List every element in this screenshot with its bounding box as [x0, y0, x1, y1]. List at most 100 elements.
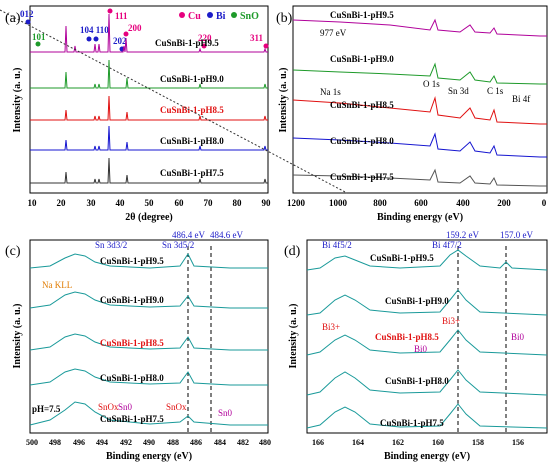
- tick-c-490: 490: [143, 438, 155, 447]
- bi-202-label: 202: [113, 36, 127, 46]
- x-ticks-d: 166 164 162 160 158 156: [312, 438, 524, 447]
- tick-a-40: 40: [116, 198, 126, 208]
- series-d-ph75: CuSnBi-1-pH7.5: [380, 418, 444, 428]
- trace-c-ph95: [29, 253, 268, 269]
- anno-c-sn0-2: Sn0: [218, 408, 233, 418]
- cu-311-marker: [263, 43, 269, 49]
- tick-d-164: 164: [352, 438, 364, 447]
- series-b-ph90: CuSnBi-1-pH9.0: [330, 54, 394, 64]
- tick-c-492: 492: [120, 438, 132, 447]
- panel-d-label: (d): [284, 244, 301, 259]
- trace-d-ph75: [306, 403, 548, 429]
- tick-a-70: 70: [204, 198, 214, 208]
- tick-d-162: 162: [392, 438, 404, 447]
- tick-d-156: 156: [512, 438, 524, 447]
- bi-012-label: 012: [20, 9, 34, 19]
- legend-cu-label: Cu: [188, 11, 201, 22]
- x-label-b: Binding energy (eV): [377, 212, 463, 223]
- tick-c-494: 494: [96, 438, 108, 447]
- tick-b-200: 200: [497, 198, 511, 208]
- anno-c-ph75: pH=7.5: [32, 404, 61, 414]
- legend-bi-label: Bi: [216, 11, 226, 22]
- series-b-ph95: CuSnBi-1-pH9.5: [330, 10, 394, 20]
- anno-b-c1s: C 1s: [487, 86, 504, 96]
- legend-sno-marker: [231, 12, 237, 18]
- guide-b-977: [0, 9, 348, 194]
- cu-200-label: 200: [128, 23, 142, 33]
- trace-c-ph90: [29, 291, 268, 309]
- cu-111-label: 111: [115, 11, 128, 21]
- y-label-d: Intensity (a. u.): [288, 303, 299, 368]
- anno-d-bi4f72: Bi 4f7/2: [432, 240, 462, 250]
- anno-c-sn3d52: Sn 3d5/2: [162, 240, 194, 250]
- anno-d-bi0-1: Bi0: [414, 344, 428, 354]
- anno-d-bi0-2: Bi0: [511, 332, 525, 342]
- tick-a-20: 20: [57, 198, 67, 208]
- tick-b-1000: 1000: [329, 198, 348, 208]
- trace-d-ph90: [306, 289, 548, 316]
- cu-200-marker: [123, 31, 129, 37]
- cu-220-marker: [201, 43, 207, 49]
- x-label-d: Binding energy (eV): [384, 451, 470, 462]
- trace-a-ph85: [30, 95, 268, 121]
- tick-b-1200: 1200: [287, 198, 306, 208]
- tick-a-50: 50: [145, 198, 155, 208]
- anno-b-na1s: Na 1s: [320, 87, 341, 97]
- anno-d-1592: 159.2 eV: [446, 230, 479, 240]
- anno-b-o1s: O 1s: [423, 79, 440, 89]
- anno-c-snox2: SnOx: [166, 402, 187, 412]
- anno-b-bi4f: Bi 4f: [512, 94, 530, 104]
- legend-sno-label: SnO: [240, 11, 259, 22]
- series-a-ph95: CuSnBi-1-pH9.5: [155, 38, 219, 48]
- panel-b: (b) 977 eV CuSnBi-1-pH9.5 CuSnBi-1-pH9.0…: [0, 5, 548, 223]
- panel-a: (a) Cu Bi SnO 012 101 104 110 111 200 20…: [5, 5, 272, 223]
- trace-a-ph75: [30, 157, 268, 184]
- trace-b-ph75: [292, 168, 547, 187]
- tick-c-484: 484: [214, 438, 226, 447]
- anno-b-977: 977 eV: [320, 28, 347, 38]
- bi-012-marker: [25, 19, 31, 25]
- anno-c-4846: 484.6 eV: [210, 230, 243, 240]
- trace-d-ph95: [306, 249, 548, 271]
- panel-a-label: (a): [5, 11, 21, 26]
- panel-d: (d) 159.2 eV 157.0 eV Bi 4f5/2 Bi 4f7/2 …: [284, 230, 548, 462]
- tick-d-158: 158: [472, 438, 484, 447]
- cu-111-marker: [107, 8, 113, 14]
- series-d-ph95: CuSnBi-1-pH9.5: [370, 253, 434, 263]
- anno-d-bi4f52: Bi 4f5/2: [322, 240, 352, 250]
- anno-d-1570: 157.0 eV: [500, 230, 533, 240]
- tick-c-486: 486: [190, 438, 202, 447]
- trace-b-ph90: [292, 62, 547, 85]
- tick-c-480: 480: [259, 438, 271, 447]
- y-label-c: Intensity (a. u.): [12, 303, 23, 368]
- trace-b-ph85: [292, 96, 547, 125]
- bi-110-marker: [93, 36, 99, 42]
- y-label-a: Intensity (a. u.): [12, 67, 23, 132]
- trace-b-ph95: [292, 18, 547, 37]
- tick-c-482: 482: [237, 438, 249, 447]
- series-c-ph90: CuSnBi-1-pH9.0: [100, 295, 164, 305]
- x-ticks-a: 10 20 30 40 50 60 70 80 90: [28, 198, 272, 208]
- legend-bi-marker: [207, 12, 213, 18]
- x-ticks-b: 1200 1000 800 600 400 200 0: [287, 198, 547, 208]
- tick-c-488: 488: [167, 438, 179, 447]
- tick-a-30: 30: [87, 198, 97, 208]
- x-label-a: 2θ (degree): [125, 212, 173, 223]
- tick-a-10: 10: [28, 198, 38, 208]
- series-d-ph80: CuSnBi-1-pH8.0: [385, 376, 449, 386]
- sno-101-label: 101: [32, 32, 46, 42]
- tick-a-80: 80: [233, 198, 243, 208]
- panel-a-frame: [29, 5, 269, 194]
- trace-a-ph80: [30, 125, 268, 151]
- y-label-b: Intensity (a. u.): [278, 67, 289, 132]
- trace-d-ph80: [306, 369, 548, 396]
- panel-c: (c) 486.4 eV 484.6 eV Sn 3d3/2 Sn 3d5/2 …: [5, 230, 271, 462]
- tick-b-0: 0: [542, 198, 547, 208]
- trace-c-ph85: [29, 333, 268, 351]
- series-c-ph95: CuSnBi-1-pH9.5: [100, 256, 164, 266]
- anno-c-sn0-1: Sn0: [118, 402, 133, 412]
- anno-b-sn3d: Sn 3d: [448, 86, 469, 96]
- series-b-ph85: CuSnBi-1-pH8.5: [330, 100, 394, 110]
- series-c-ph85: CuSnBi-1-pH8.5: [100, 338, 164, 348]
